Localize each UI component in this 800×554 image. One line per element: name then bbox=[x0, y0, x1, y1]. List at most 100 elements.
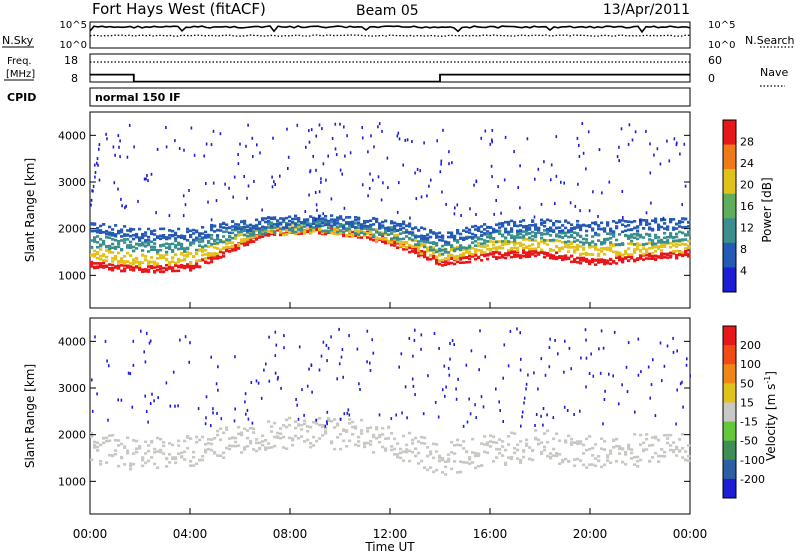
data-cell bbox=[246, 229, 250, 232]
data-cell bbox=[597, 261, 601, 264]
data-cell bbox=[651, 251, 655, 255]
data-cell bbox=[630, 448, 634, 451]
data-cell bbox=[597, 258, 601, 261]
data-speckle bbox=[427, 374, 429, 378]
data-cell bbox=[570, 241, 574, 244]
data-speckle bbox=[465, 363, 468, 367]
data-cell bbox=[591, 454, 595, 457]
data-cell bbox=[660, 256, 664, 260]
data-cell bbox=[321, 434, 325, 437]
data-cell bbox=[639, 458, 643, 462]
data-cell bbox=[672, 239, 676, 243]
data-cell bbox=[495, 246, 499, 249]
data-cell bbox=[444, 251, 448, 254]
data-cell bbox=[246, 234, 250, 238]
data-speckle bbox=[250, 381, 253, 384]
data-cell bbox=[366, 220, 370, 223]
data-speckle bbox=[554, 202, 556, 206]
data-cell bbox=[621, 460, 625, 464]
data-cell bbox=[129, 262, 133, 265]
data-cell bbox=[477, 256, 481, 260]
data-speckle bbox=[414, 328, 416, 332]
colorbar-segment bbox=[723, 364, 736, 384]
data-cell bbox=[324, 229, 328, 233]
data-cell bbox=[393, 224, 397, 228]
data-cell bbox=[360, 429, 364, 432]
data-cell bbox=[186, 246, 190, 250]
data-cell bbox=[516, 249, 520, 252]
data-speckle bbox=[649, 142, 651, 146]
data-cell bbox=[615, 226, 619, 230]
data-cell bbox=[336, 422, 340, 426]
data-cell bbox=[117, 444, 121, 447]
data-cell bbox=[384, 449, 388, 452]
data-cell bbox=[489, 240, 493, 243]
data-cell bbox=[93, 229, 97, 233]
data-speckle bbox=[412, 354, 414, 358]
data-cell bbox=[507, 435, 511, 438]
data-speckle bbox=[336, 377, 338, 381]
data-cell bbox=[117, 464, 121, 468]
data-cell bbox=[189, 243, 193, 247]
data-cell bbox=[669, 241, 673, 245]
data-cell bbox=[168, 236, 172, 240]
data-cell bbox=[621, 257, 625, 260]
data-cell bbox=[261, 228, 265, 232]
data-speckle bbox=[118, 145, 120, 149]
data-cell bbox=[636, 455, 640, 459]
data-cell bbox=[432, 241, 436, 244]
data-cell bbox=[192, 464, 196, 467]
data-cell bbox=[354, 425, 358, 428]
data-cell bbox=[561, 459, 565, 463]
data-cell bbox=[489, 247, 493, 251]
data-cell bbox=[309, 425, 313, 429]
data-cell bbox=[300, 423, 304, 427]
data-speckle bbox=[188, 360, 190, 364]
data-cell bbox=[336, 219, 340, 222]
data-cell bbox=[609, 262, 613, 265]
data-cell bbox=[282, 226, 286, 229]
data-cell bbox=[96, 230, 100, 234]
data-cell bbox=[243, 227, 247, 230]
data-cell bbox=[486, 232, 490, 236]
data-cell bbox=[144, 244, 148, 248]
data-cell bbox=[201, 248, 205, 251]
data-cell bbox=[651, 456, 655, 459]
data-speckle bbox=[608, 180, 611, 184]
data-speckle bbox=[296, 123, 299, 127]
data-speckle bbox=[600, 329, 603, 333]
data-speckle bbox=[91, 409, 94, 413]
data-cell bbox=[483, 450, 487, 454]
data-cell bbox=[459, 248, 463, 252]
data-cell bbox=[126, 246, 130, 249]
data-cell bbox=[672, 450, 676, 454]
data-cell bbox=[231, 436, 235, 440]
data-cell bbox=[504, 448, 508, 452]
data-cell bbox=[450, 233, 454, 236]
data-cell bbox=[162, 234, 166, 237]
data-cell bbox=[435, 232, 439, 235]
data-speckle bbox=[172, 370, 175, 374]
data-cell bbox=[132, 462, 136, 466]
data-cell bbox=[573, 464, 577, 468]
data-cell bbox=[363, 234, 367, 237]
data-cell bbox=[264, 220, 268, 224]
data-cell bbox=[345, 229, 349, 232]
data-cell bbox=[618, 255, 622, 259]
data-cell bbox=[456, 247, 460, 251]
data-cell bbox=[561, 255, 565, 258]
data-cell bbox=[393, 447, 397, 451]
data-cell bbox=[147, 270, 151, 273]
data-cell bbox=[414, 239, 418, 242]
data-cell bbox=[573, 441, 577, 444]
data-cell bbox=[657, 228, 661, 231]
data-cell bbox=[210, 448, 214, 452]
data-cell bbox=[303, 219, 307, 223]
data-cell bbox=[585, 238, 589, 241]
data-cell bbox=[390, 432, 394, 435]
data-cell bbox=[660, 448, 664, 451]
data-cell bbox=[213, 246, 217, 249]
data-cell bbox=[129, 227, 133, 231]
data-speckle bbox=[150, 172, 153, 176]
data-cell bbox=[354, 226, 358, 229]
